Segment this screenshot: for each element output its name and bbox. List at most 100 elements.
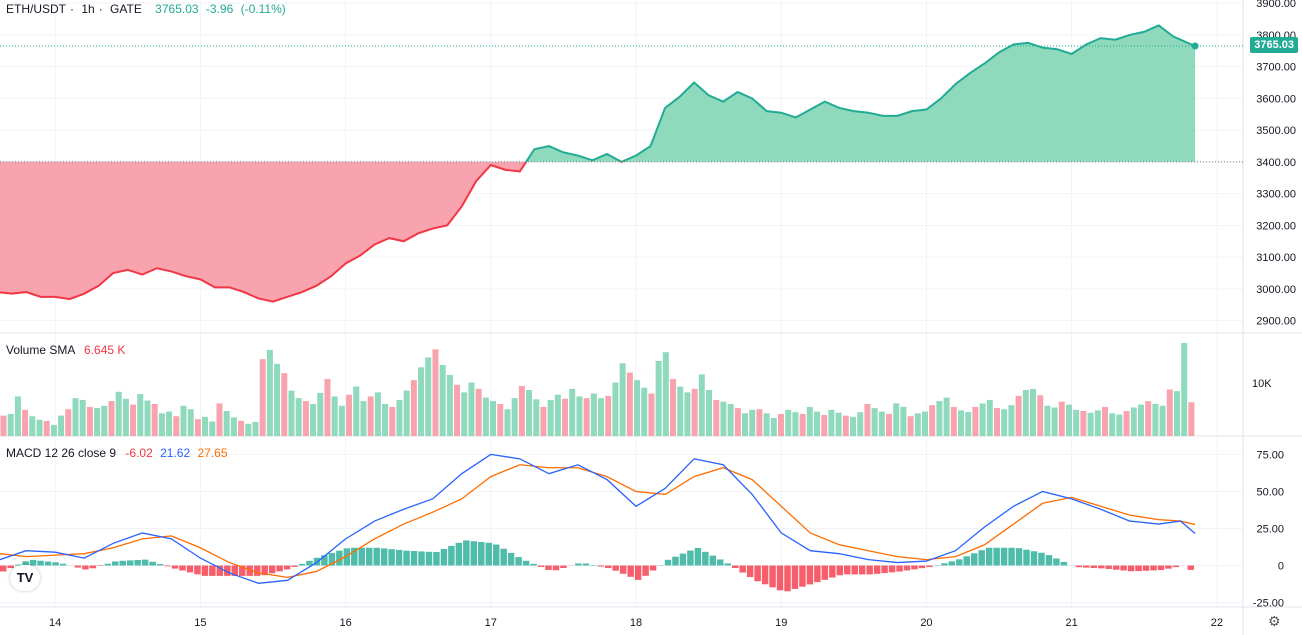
macd-histogram-bar: [754, 565, 761, 582]
tradingview-logo[interactable]: TV: [10, 565, 40, 591]
volume-bar: [504, 409, 511, 436]
volume-bar: [1137, 404, 1144, 436]
macd-histogram-bar: [134, 559, 141, 566]
macd-histogram-bar: [971, 553, 978, 566]
macd-histogram-bar: [821, 565, 829, 580]
macd-histogram-bar: [500, 548, 507, 566]
volume-bar: [137, 394, 144, 436]
macd-histogram-bar: [463, 540, 470, 566]
volume-bar: [425, 357, 432, 436]
macd-histogram-bar: [478, 541, 485, 566]
macd-histogram-bar: [343, 548, 351, 566]
volume-bar: [576, 396, 583, 436]
macd-histogram-bar: [179, 565, 186, 571]
volume-bar: [799, 413, 806, 436]
volume-bar: [101, 405, 108, 436]
volume-bar: [986, 399, 993, 436]
macd-histogram-bar: [993, 547, 1000, 566]
volume-bar: [331, 396, 338, 436]
volume-bar: [166, 411, 173, 436]
volume-bar: [792, 412, 799, 436]
volume-bar: [1044, 405, 1051, 436]
volume-bar: [619, 363, 626, 436]
volume-bar: [1094, 410, 1101, 436]
macd-histogram-bar: [941, 563, 948, 566]
macd-histogram-bar: [268, 565, 276, 574]
volume-bar: [914, 413, 921, 436]
volume-bar: [554, 394, 561, 436]
macd-histogram-bar: [694, 548, 702, 566]
volume-bar: [1080, 410, 1087, 436]
macd-histogram-bar: [126, 560, 134, 566]
volume-bar: [461, 392, 468, 436]
macd-histogram-bar: [1112, 565, 1120, 570]
volume-bar: [346, 394, 353, 436]
macd-histogram-bar: [649, 565, 657, 571]
volume-bar: [785, 409, 792, 436]
volume-bar: [540, 406, 547, 436]
volume-bar: [259, 359, 266, 436]
volume-bar: [526, 390, 533, 436]
macd-histogram-bar: [948, 561, 956, 566]
macd-histogram-bar: [575, 563, 582, 566]
volume-bar: [763, 413, 770, 436]
macd-histogram-bar: [410, 551, 418, 566]
volume-bar: [662, 352, 669, 436]
macd-histogram-bar: [761, 565, 769, 585]
macd-histogram-bar: [1008, 547, 1015, 566]
price-line-up: [524, 24, 1196, 162]
macd-histogram-bar: [1127, 565, 1135, 572]
macd-histogram-bar: [903, 565, 911, 571]
time-tick-label: 16: [339, 617, 351, 629]
volume-bar: [360, 401, 367, 436]
macd-histogram-bar: [186, 565, 194, 573]
volume-bar: [310, 404, 317, 436]
volume-bar: [1145, 401, 1152, 436]
volume-bar: [288, 390, 295, 436]
volume-bar: [1029, 388, 1036, 436]
macd-histogram-bar: [425, 551, 433, 566]
macd-histogram-bar: [141, 559, 149, 566]
volume-bar: [281, 373, 288, 436]
macd-histogram-bar: [1172, 565, 1180, 568]
volume-bar: [238, 420, 245, 436]
macd-histogram-bar: [149, 561, 156, 566]
macd-histogram-bar: [231, 565, 239, 576]
volume-bar: [1152, 404, 1159, 436]
macd-histogram-bar: [253, 565, 261, 576]
timeframe-label[interactable]: 1h: [81, 2, 95, 16]
macd-histogram-bar: [545, 565, 552, 570]
macd-histogram-bar: [1187, 565, 1195, 570]
macd-histogram-bar: [194, 565, 201, 575]
volume-bar: [1065, 404, 1072, 436]
macd-histogram-bar: [724, 563, 731, 566]
volume-bar: [173, 416, 180, 436]
macd-histogram-bar: [29, 559, 37, 566]
volume-bar: [274, 363, 281, 436]
macd-histogram-bar: [1157, 565, 1165, 571]
macd-histogram-bar: [418, 551, 425, 566]
volume-bar: [713, 399, 720, 436]
volume-bar: [29, 416, 36, 436]
time-tick-label: 15: [194, 617, 206, 629]
macd-histogram-bar: [380, 548, 388, 566]
volume-legend: Volume SMA 6.645 K: [6, 343, 125, 357]
macd-histogram-bar: [963, 556, 971, 566]
settings-icon[interactable]: ⚙: [1268, 613, 1281, 629]
macd-histogram-bar: [829, 565, 836, 578]
volume-bar: [864, 404, 871, 436]
volume-bar: [922, 411, 929, 436]
time-tick-label: 18: [630, 617, 642, 629]
volume-bar: [482, 397, 489, 436]
macd-histogram-bar: [672, 556, 679, 566]
price-tick-label: 3700.00: [1256, 62, 1296, 74]
symbol-label[interactable]: ETH/USDT: [6, 2, 66, 16]
volume-bar: [180, 405, 187, 436]
last-price: 3765.03: [155, 2, 199, 16]
macd-histogram-bar: [1150, 565, 1157, 571]
macd-histogram-bar: [978, 550, 985, 566]
volume-title: Volume SMA: [6, 343, 75, 357]
macd-histogram-bar: [1120, 565, 1127, 571]
macd-histogram-bar: [1060, 561, 1068, 566]
